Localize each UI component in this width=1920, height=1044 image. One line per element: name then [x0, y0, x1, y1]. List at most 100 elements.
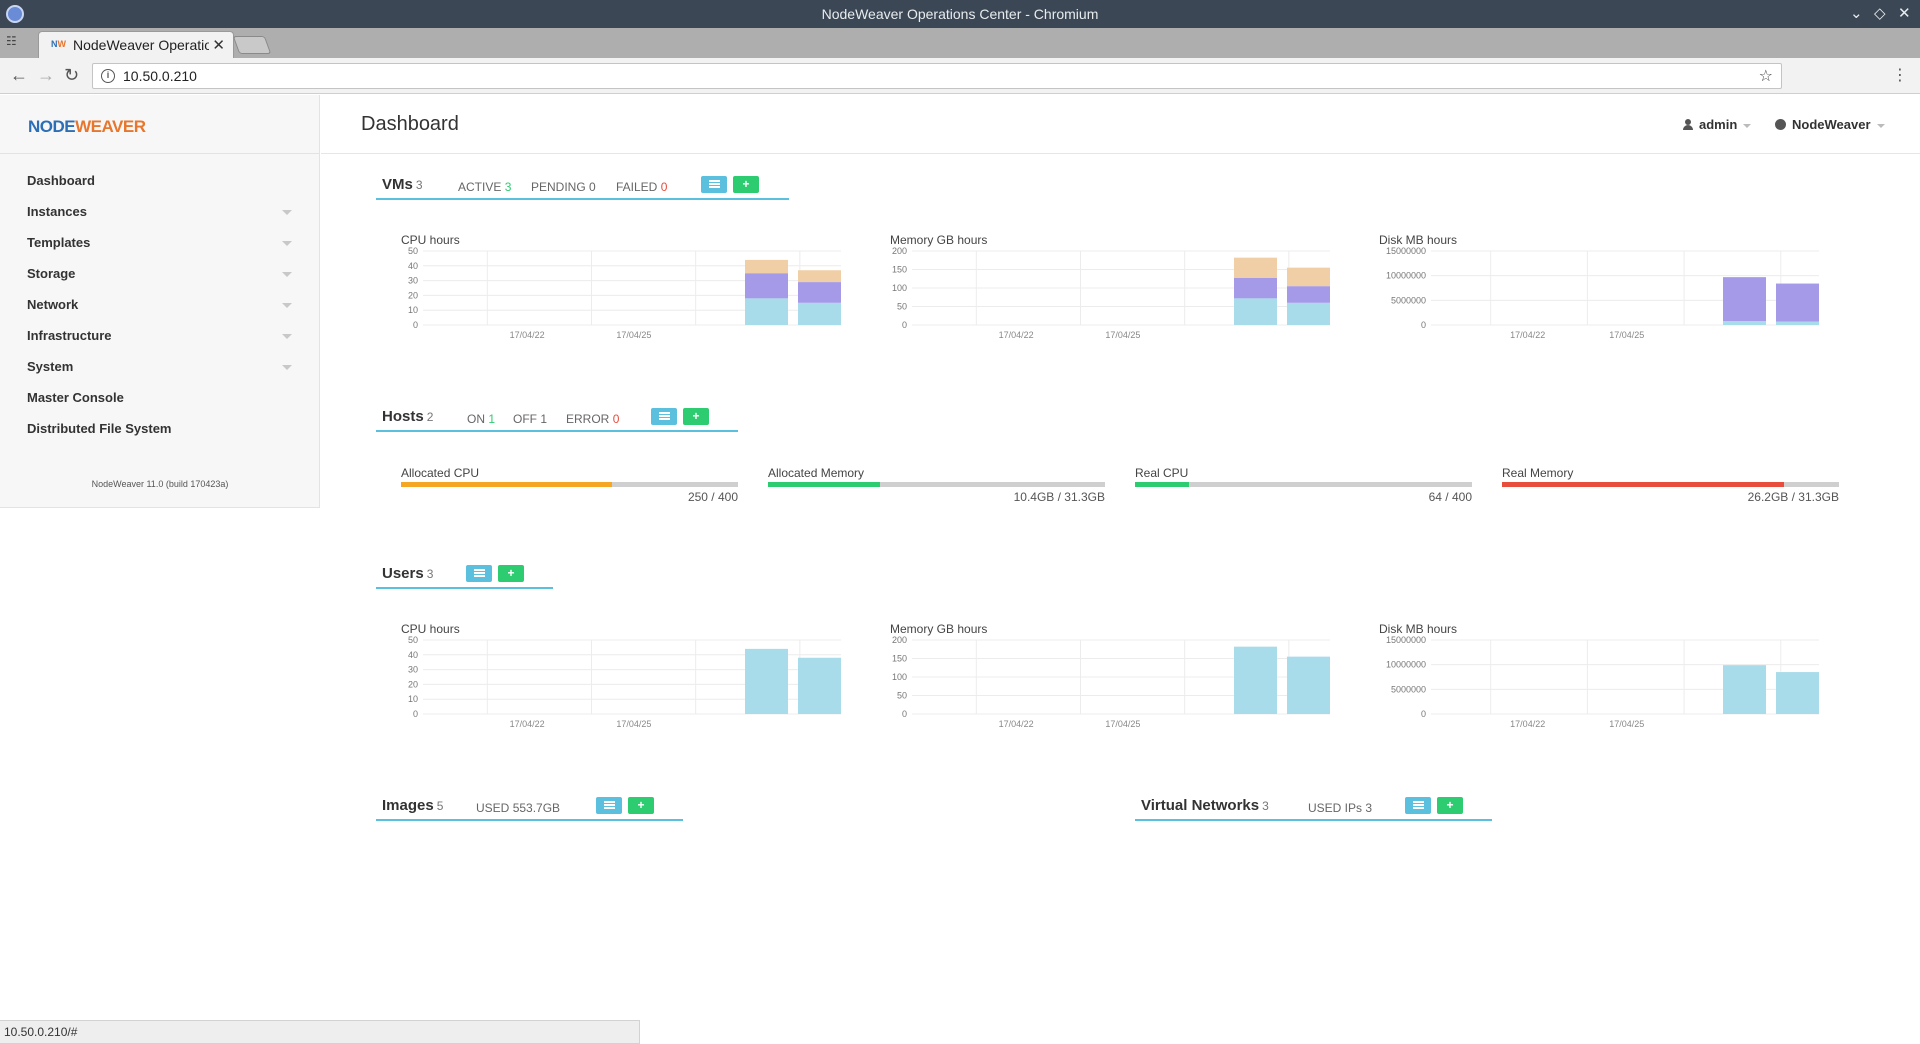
sidebar-item-label: Infrastructure: [27, 328, 112, 343]
sidebar-item-label: Dashboard: [27, 173, 95, 188]
allocated-cpu-meter: Allocated CPU 250 / 400: [401, 466, 738, 512]
users-count: 3: [426, 567, 434, 581]
chart-bar[interactable]: [1234, 278, 1277, 299]
vnets-title: Virtual Networks 3: [1141, 797, 1269, 814]
chart-bar[interactable]: [745, 648, 788, 714]
images-add-button[interactable]: +: [628, 797, 654, 814]
chart-bar[interactable]: [745, 298, 788, 325]
chart-bar[interactable]: [1287, 286, 1330, 303]
chart-bar[interactable]: [798, 657, 841, 714]
chart-bar[interactable]: [1723, 321, 1766, 325]
address-url[interactable]: 10.50.0.210: [123, 68, 197, 84]
y-tick-label: 50: [408, 636, 418, 645]
images-section-header: Images 5 USED 553.7GB +: [376, 795, 683, 821]
plus-icon: +: [692, 409, 700, 423]
vnets-list-button[interactable]: [1405, 797, 1431, 814]
y-tick-label: 100: [892, 672, 907, 682]
sidebar-item-distributed-file-system[interactable]: Distributed File System: [0, 413, 320, 444]
back-icon[interactable]: ←: [10, 65, 28, 85]
chart-bar[interactable]: [1776, 283, 1819, 322]
vms-failed-stat: FAILED 0: [616, 180, 668, 194]
vms-add-button[interactable]: +: [733, 176, 759, 193]
plus-icon: +: [742, 177, 750, 191]
chart-bar[interactable]: [1776, 321, 1819, 325]
hosts-list-button[interactable]: [651, 408, 677, 425]
list-icon: [658, 412, 670, 420]
tab-menu-icon[interactable]: ☷: [6, 34, 17, 48]
meter-track: [401, 482, 738, 487]
vms-disk-hours-chart: Disk MB hours 0 5000000 10000000 15000000 17/…: [1379, 233, 1839, 343]
org-menu[interactable]: NodeWeaver: [1775, 117, 1885, 132]
vms-list-button[interactable]: [701, 176, 727, 193]
hosts-on-stat: ON 1: [467, 412, 496, 426]
images-list-button[interactable]: [596, 797, 622, 814]
x-tick-label: 17/04/25: [1609, 719, 1644, 729]
sidebar-item-label: Instances: [27, 204, 87, 219]
real-cpu-meter: Real CPU 64 / 400: [1135, 466, 1472, 512]
meter-label: Allocated Memory: [768, 466, 865, 480]
meter-label: Real CPU: [1135, 466, 1189, 480]
forward-icon[interactable]: →: [37, 65, 55, 85]
sidebar-item-infrastructure[interactable]: Infrastructure: [0, 320, 320, 351]
y-tick-label: 0: [902, 320, 907, 330]
chart-bar[interactable]: [1234, 646, 1277, 714]
browser-tab[interactable]: NW NodeWeaver Operations Center ✕: [38, 31, 234, 58]
sidebar-item-storage[interactable]: Storage: [0, 258, 320, 289]
reload-icon[interactable]: ↻: [64, 65, 80, 85]
chart-bar[interactable]: [798, 270, 841, 283]
y-tick-label: 20: [408, 290, 418, 300]
chart-bar[interactable]: [1234, 298, 1277, 325]
chart-bar[interactable]: [745, 259, 788, 274]
vnets-add-button[interactable]: +: [1437, 797, 1463, 814]
chart-bar[interactable]: [1287, 302, 1330, 325]
chart-bar[interactable]: [745, 273, 788, 299]
chart-bar[interactable]: [1776, 672, 1819, 714]
minimize-icon[interactable]: ⌄: [1850, 5, 1863, 22]
maximize-icon[interactable]: ◇: [1874, 5, 1886, 22]
y-tick-label: 50: [408, 247, 418, 256]
sidebar-item-instances[interactable]: Instances: [0, 196, 320, 227]
y-tick-label: 200: [892, 247, 907, 256]
sidebar-item-network[interactable]: Network: [0, 289, 320, 320]
browser-menu-icon[interactable]: ⋮: [1892, 67, 1908, 84]
hosts-add-button[interactable]: +: [683, 408, 709, 425]
site-info-icon[interactable]: i: [101, 69, 115, 83]
chart-bar[interactable]: [1287, 656, 1330, 714]
sidebar-item-label: Network: [27, 297, 79, 312]
users-list-button[interactable]: [466, 565, 492, 582]
chart-bar[interactable]: [1287, 267, 1330, 287]
chart-bar[interactable]: [1234, 257, 1277, 279]
users-add-button[interactable]: +: [498, 565, 524, 582]
list-icon: [1412, 801, 1424, 809]
user-menu[interactable]: admin: [1683, 117, 1752, 132]
meter-label: Allocated CPU: [401, 466, 480, 480]
chart-title: CPU hours: [401, 622, 460, 636]
window-titlebar: NodeWeaver Operations Center - Chromium …: [0, 0, 1920, 28]
close-window-icon[interactable]: ✕: [1898, 5, 1911, 22]
chart-bar[interactable]: [798, 282, 841, 303]
sidebar-item-dashboard[interactable]: Dashboard: [0, 165, 320, 196]
sidebar-item-master-console[interactable]: Master Console: [0, 382, 320, 413]
sidebar-item-templates[interactable]: Templates: [0, 227, 320, 258]
address-bar[interactable]: i 10.50.0.210 ☆: [92, 63, 1782, 89]
nodeweaver-logo[interactable]: NODEWEAVER: [28, 117, 146, 136]
bookmark-star-icon[interactable]: ☆: [1758, 68, 1773, 85]
window-title: NodeWeaver Operations Center - Chromium: [821, 6, 1099, 22]
chart-bar[interactable]: [798, 302, 841, 325]
y-tick-label: 5000000: [1391, 295, 1426, 305]
caret-down-icon: [282, 210, 292, 215]
users-memory-hours-chart: Memory GB hours 0 50 100 150 200 17/04/22 17/04…: [890, 622, 1350, 732]
tab-close-icon[interactable]: ✕: [212, 37, 225, 54]
new-tab-button[interactable]: [232, 36, 272, 54]
x-tick-label: 17/04/22: [510, 330, 545, 340]
y-tick-label: 150: [892, 265, 907, 275]
chart-bar[interactable]: [1723, 277, 1766, 322]
x-tick-label: 17/04/25: [616, 719, 651, 729]
sidebar-item-system[interactable]: System: [0, 351, 320, 382]
y-tick-label: 40: [408, 261, 418, 271]
chart-bar[interactable]: [1723, 665, 1766, 714]
sidebar-divider: [0, 153, 320, 154]
chart-svg: 0 10 20 30 40 50 17/04/22 17/04/25: [408, 636, 841, 729]
x-tick-label: 17/04/25: [1105, 719, 1140, 729]
y-tick-label: 10000000: [1386, 271, 1426, 281]
